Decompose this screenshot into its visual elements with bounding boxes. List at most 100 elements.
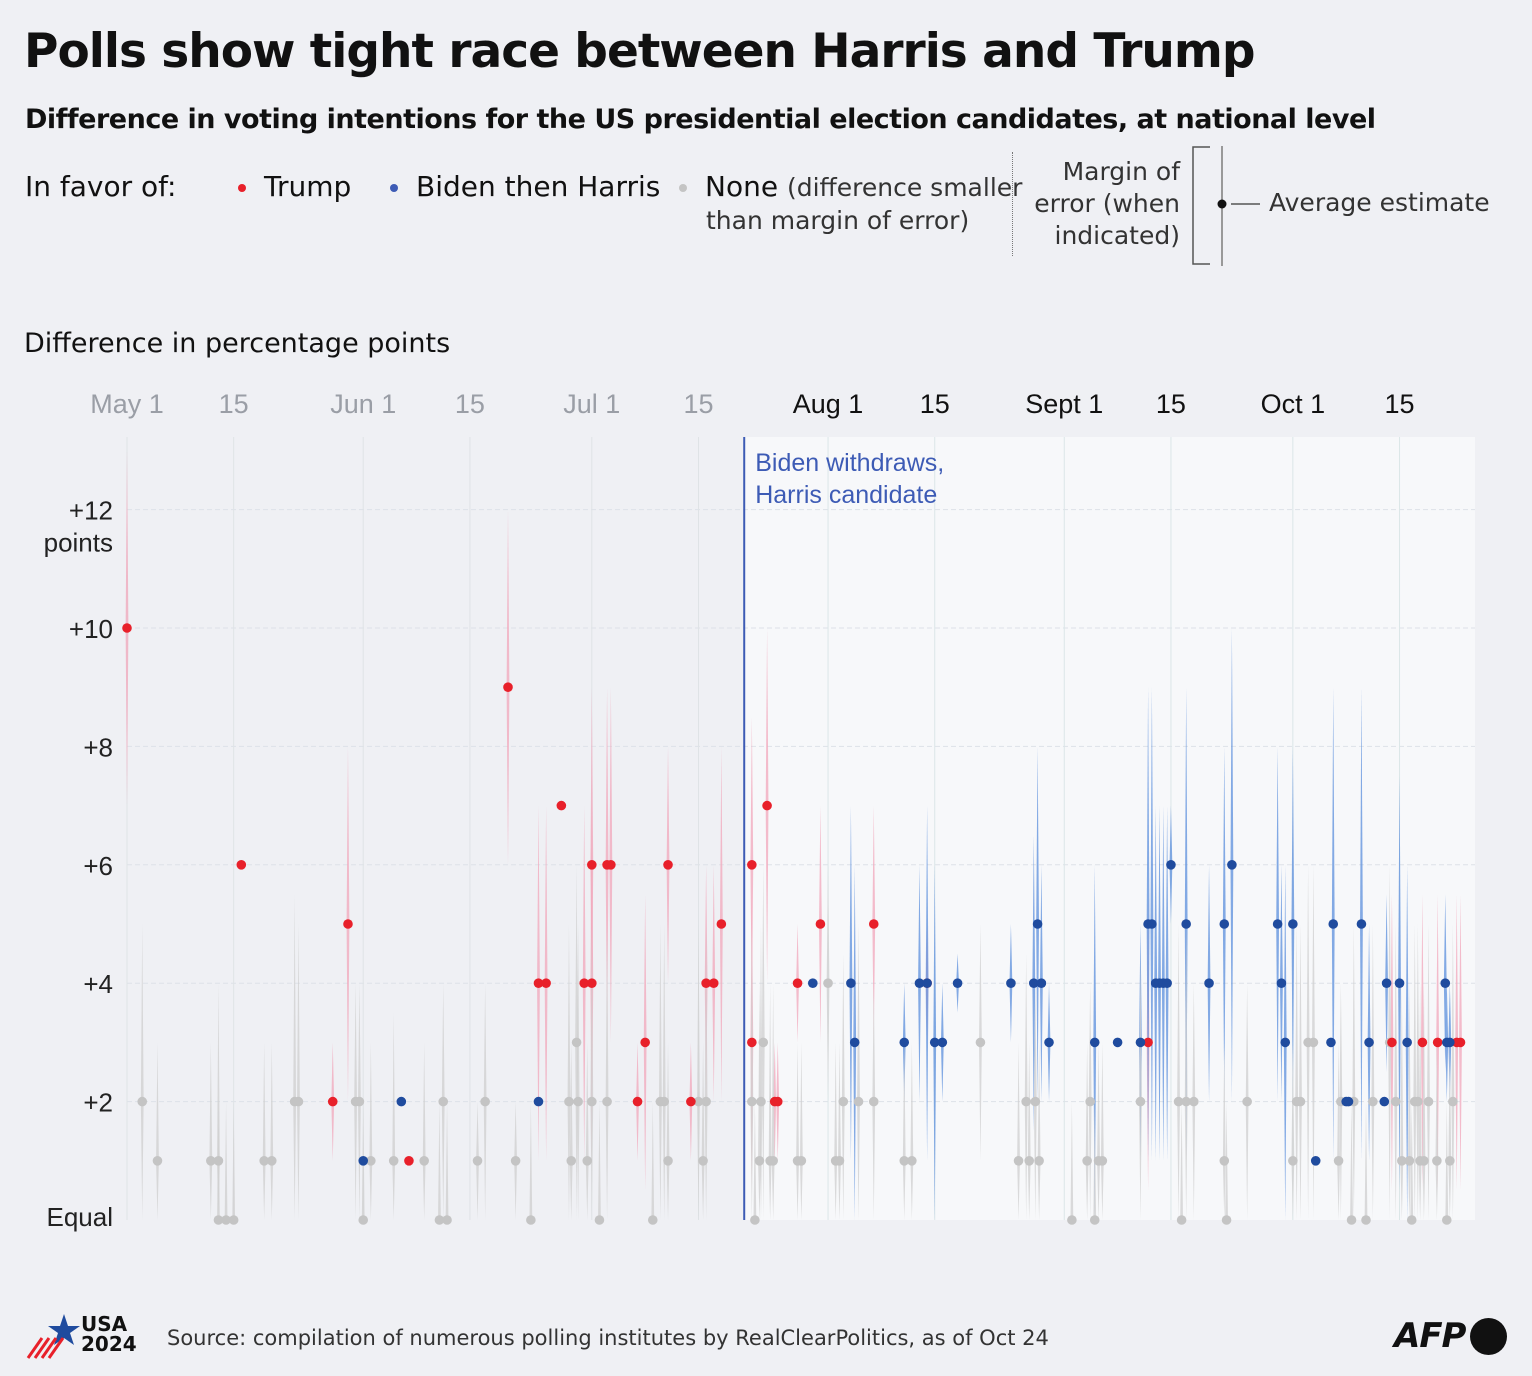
trump-point <box>815 919 826 929</box>
chart-title: Polls show tight race between Harris and… <box>24 24 1255 79</box>
none-point <box>152 1156 163 1166</box>
trump-dot-icon <box>238 184 246 192</box>
none-point <box>1361 1215 1371 1225</box>
margin-of-error-bar <box>796 1042 799 1220</box>
harris-point <box>1379 1096 1390 1107</box>
none-point <box>1097 1156 1108 1166</box>
margin-of-error-bar <box>697 924 700 1220</box>
margin-of-error-bar <box>445 1101 449 1220</box>
harris-point <box>1032 919 1043 929</box>
margin-of-error-bar <box>605 924 609 1220</box>
x-tick-label: 15 <box>1156 389 1186 419</box>
none-point <box>754 1156 765 1166</box>
trump-point <box>701 978 711 988</box>
trump-point <box>606 860 616 870</box>
y-tick-label: +6 <box>83 851 113 881</box>
margin-of-error-bar <box>759 924 763 1220</box>
afp-logo: AFP <box>1394 1316 1466 1356</box>
margin-of-error-bar <box>1085 1042 1089 1220</box>
y-tick-label: +12 <box>69 496 113 526</box>
none-point <box>228 1215 239 1225</box>
none-point <box>796 1156 807 1166</box>
harris-point <box>1272 919 1283 929</box>
none-point <box>259 1156 269 1166</box>
legend-moe-line-2: error (when <box>1034 189 1180 218</box>
harris-point <box>1402 1037 1412 1048</box>
harris-point <box>1394 978 1405 988</box>
margin-of-error-bar <box>585 1042 589 1220</box>
none-dot-icon <box>679 184 687 192</box>
legend-average-label: Average estimate <box>1269 188 1490 217</box>
none-point <box>1181 1096 1191 1107</box>
none-point <box>768 1156 778 1166</box>
none-point <box>1308 1037 1319 1048</box>
margin-of-error-bar <box>1413 924 1417 1220</box>
none-point <box>1176 1215 1187 1225</box>
trump-point <box>533 978 544 988</box>
legend-moe-line-1: Margin of <box>1062 157 1180 186</box>
none-point <box>907 1156 917 1166</box>
none-point <box>701 1096 711 1107</box>
trump-point <box>503 682 513 692</box>
none-point <box>1295 1096 1306 1107</box>
x-tick-label: 15 <box>1385 389 1415 419</box>
x-tick-label: 15 <box>920 389 950 419</box>
none-point <box>1441 1215 1452 1225</box>
harris-point <box>1445 1037 1455 1048</box>
margin-of-error-bar <box>598 1101 601 1220</box>
none-point <box>750 1215 760 1225</box>
trump-point <box>541 978 551 988</box>
margin-of-error-bar <box>569 1042 573 1220</box>
none-point <box>1432 1156 1442 1166</box>
none-point <box>1346 1215 1357 1225</box>
legend-moe-icon <box>1192 146 1260 266</box>
none-point <box>1406 1215 1417 1225</box>
legend-label-none: None <box>705 170 779 203</box>
margin-of-error-bar <box>576 924 580 1220</box>
legend-item-harris: Biden then Harris <box>390 170 660 203</box>
margin-of-error-bar <box>209 1042 213 1220</box>
x-tick-label: 15 <box>683 389 713 419</box>
trump-point <box>762 800 772 811</box>
annotation-line-1: Biden withdraws, <box>755 449 944 477</box>
margin-of-error-bar <box>662 924 666 1220</box>
harris-point <box>1326 1037 1336 1048</box>
none-point <box>442 1215 452 1225</box>
y-axis-title: Difference in percentage points <box>24 328 451 359</box>
margin-of-error-bar <box>1364 1101 1368 1220</box>
none-point <box>838 1096 849 1107</box>
margin-of-error-bar <box>701 1042 705 1220</box>
harris-point <box>808 978 818 988</box>
none-point <box>1390 1096 1401 1107</box>
none-point <box>438 1096 449 1107</box>
none-point <box>1189 1096 1199 1107</box>
harris-point <box>1440 978 1451 988</box>
margin-of-error-bar <box>1337 1042 1340 1220</box>
harris-point <box>1089 1037 1100 1048</box>
none-point <box>137 1096 148 1107</box>
none-point <box>834 1156 845 1166</box>
none-point <box>1067 1215 1077 1225</box>
usa-2024-logo-text: USA 2024 <box>81 1314 137 1354</box>
margin-of-error-bar <box>422 1042 426 1220</box>
logo-usa: USA <box>81 1312 128 1336</box>
harris-point <box>1162 978 1172 988</box>
chart-subtitle: Difference in voting intentions for the … <box>25 104 1376 135</box>
none-point <box>1419 1156 1429 1166</box>
none-point <box>1021 1096 1031 1107</box>
none-point <box>602 1096 612 1107</box>
none-point <box>899 1156 910 1166</box>
harris-point <box>922 978 932 988</box>
trump-point <box>579 978 589 988</box>
harris-point <box>846 978 856 988</box>
none-point <box>434 1215 445 1225</box>
trump-point <box>587 978 597 988</box>
margin-of-error-bar <box>232 1101 236 1220</box>
none-point <box>758 1037 769 1048</box>
margin-of-error-bar <box>438 1101 441 1220</box>
trump-point <box>1417 1037 1428 1048</box>
y-tick-label: +10 <box>69 614 113 644</box>
trump-point <box>327 1096 338 1107</box>
margin-of-error-bar <box>834 1042 838 1220</box>
